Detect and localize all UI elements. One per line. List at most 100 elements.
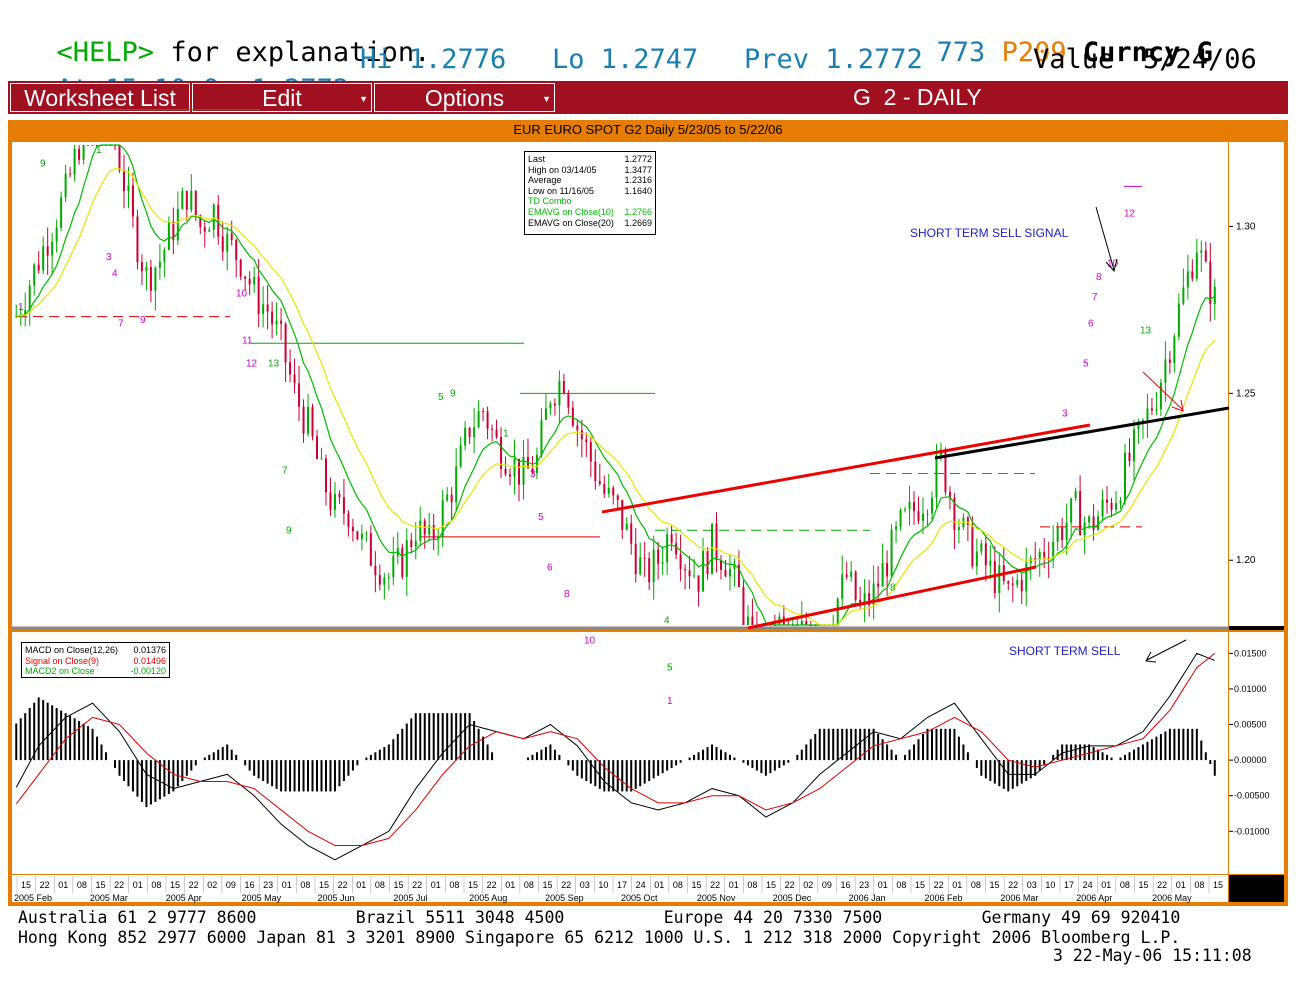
macd-axis-label: 0.01500: [1234, 648, 1267, 658]
legend-value: 1.2669: [624, 217, 652, 228]
legend-value: 1.2766: [624, 206, 652, 217]
td-count-label: 5: [438, 392, 444, 403]
legend-row: Signal on Close(9) 0.01496: [25, 656, 166, 667]
month-label: 2006 May: [1152, 893, 1192, 903]
price-candle: [1213, 286, 1216, 305]
price-candle: [984, 543, 987, 566]
legend-row: MACD on Close(12,26) 0.01376: [25, 645, 166, 656]
legend-row: TD Combo: [528, 196, 652, 207]
price-candle: [607, 487, 610, 494]
price-candle: [1173, 336, 1176, 363]
quote-low: Lo 1.2747: [552, 44, 699, 75]
price-candle: [1092, 516, 1095, 530]
help-key[interactable]: <HELP>: [56, 37, 155, 68]
price-candle: [455, 466, 458, 503]
date-tick-label: 16: [244, 880, 254, 890]
price-candle: [289, 362, 292, 375]
signal-line: [15, 652, 1216, 847]
td-count-label: 7: [282, 465, 288, 476]
legend-row: Last 1.2772: [528, 154, 652, 165]
macd-axis-label: 0.01000: [1234, 684, 1267, 694]
month-label: 2005 Feb: [14, 893, 52, 903]
td-count-label: 9: [450, 389, 456, 400]
price-axis-label: 1.20: [1236, 555, 1256, 566]
price-candle: [194, 190, 197, 216]
price-candle: [975, 551, 978, 567]
date-tick-label: 08: [1194, 880, 1204, 890]
arrow-head-icon: [1105, 258, 1118, 273]
price-candle: [1034, 558, 1037, 561]
price-candle: [244, 276, 247, 279]
price-candle: [181, 190, 184, 209]
date-axis: [12, 875, 1228, 902]
price-candle: [585, 439, 588, 443]
price-candle: [1106, 499, 1109, 503]
td-count-label: 5: [538, 512, 544, 523]
date-tick-label: 08: [151, 880, 161, 890]
legend-label: Average: [528, 175, 562, 186]
date-tick-label: 15: [468, 880, 478, 890]
date-tick-label: 01: [654, 880, 664, 890]
legend-value: 1.2316: [624, 175, 652, 186]
date-tick-label: 08: [375, 880, 385, 890]
price-candle: [1168, 359, 1171, 363]
date-tick-label: 22: [412, 880, 422, 890]
price-candle: [922, 513, 924, 521]
date-tick-label: 01: [1176, 880, 1186, 890]
price-candle: [966, 517, 969, 525]
price-candle: [904, 509, 907, 511]
edit-menu-button[interactable]: Edit ▼: [192, 83, 372, 112]
legend-value: 1.2772: [624, 154, 652, 164]
date-tick-label: 15: [542, 880, 552, 890]
date-tick-label: 22: [189, 880, 199, 890]
price-candle: [746, 616, 749, 625]
price-candle: [944, 449, 947, 492]
td-count-label: 8: [890, 582, 896, 593]
price-candle: [154, 267, 157, 291]
date-tick-label: 01: [431, 880, 441, 890]
td-count-label: 5: [667, 662, 673, 673]
price-candle: [1204, 250, 1207, 262]
page-number: 773: [936, 37, 986, 68]
price-candle: [230, 233, 233, 241]
options-menu-button[interactable]: Options ▼: [374, 83, 555, 112]
date-tick-label: 01: [356, 880, 366, 890]
date-tick-label: 08: [747, 880, 757, 890]
date-tick-label: 03: [580, 880, 590, 890]
date-tick-label: 22: [40, 880, 50, 890]
price-candle: [428, 525, 431, 535]
price-candle: [652, 549, 655, 583]
price-candle: [1146, 408, 1149, 420]
price-candle: [387, 577, 390, 579]
date-axis-corner: [1229, 875, 1284, 902]
price-candle: [73, 148, 76, 175]
price-candle: [280, 320, 283, 324]
price-candle: [127, 185, 130, 192]
price-candle: [863, 593, 866, 605]
date-tick-label: 01: [505, 880, 515, 890]
price-candle: [28, 285, 31, 311]
footer-timestamp: 3 22-May-06 15:11:08: [1053, 946, 1252, 965]
td-count-label: 9: [286, 526, 292, 537]
price-candle: [571, 407, 574, 426]
price-candle: [158, 261, 161, 268]
price-candle: [845, 574, 848, 577]
price-axis-panel: [1229, 142, 1284, 627]
price-candle: [190, 190, 193, 210]
price-candle: [347, 513, 350, 527]
date-tick-label: 22: [487, 880, 497, 890]
price-candle: [302, 406, 305, 434]
date-tick-label: 08: [971, 880, 981, 890]
legend-row: MACD2 on Close -0.00120: [25, 666, 166, 677]
price-candle: [854, 571, 857, 600]
macd-line: [15, 652, 1215, 861]
price-candle: [625, 523, 628, 530]
price-candle: [51, 241, 54, 256]
date-tick-label: 16: [840, 880, 850, 890]
price-candle: [1065, 522, 1068, 540]
td-count-label: 8: [564, 589, 570, 600]
date-tick-label: 08: [673, 880, 683, 890]
date-tick-label: 10: [598, 880, 608, 890]
worksheet-list-button[interactable]: Worksheet List: [10, 83, 190, 112]
